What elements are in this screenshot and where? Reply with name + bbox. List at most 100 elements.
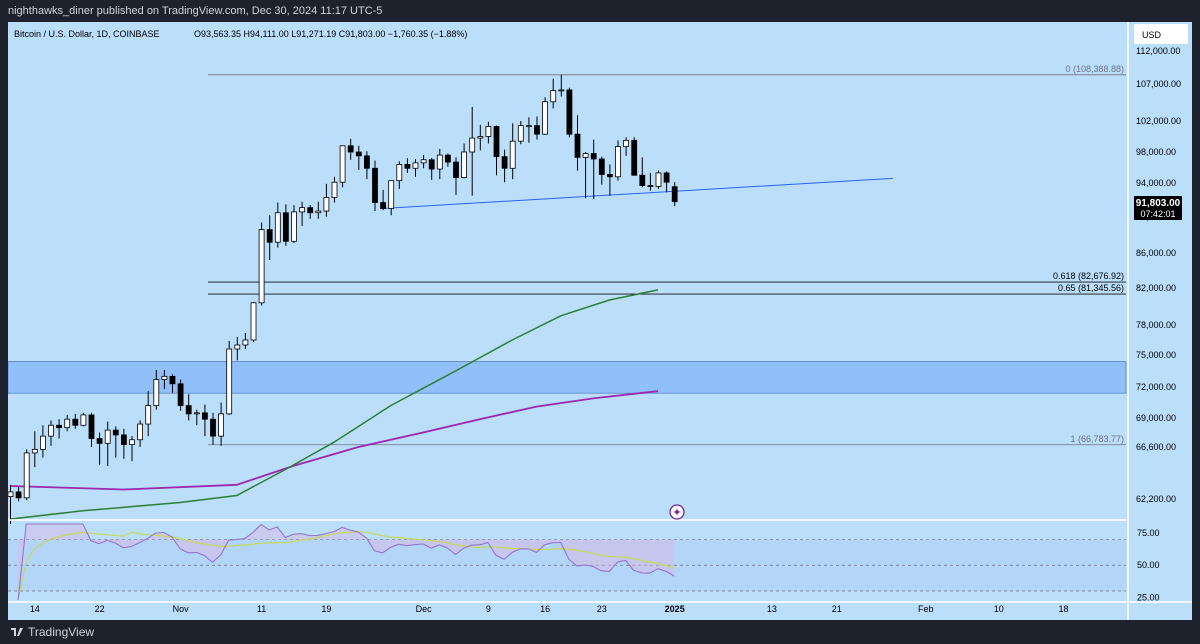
candle-body xyxy=(96,438,103,444)
price-tick-label: 86,000.00 xyxy=(1136,248,1176,258)
candle-body xyxy=(104,429,111,444)
candle-body xyxy=(655,172,662,187)
ohlc-readout: O93,563.35 H94,111.00 L91,271.19 C91,803… xyxy=(194,29,467,39)
candle-body xyxy=(266,229,273,243)
price-tick-label: 72,000.00 xyxy=(1136,382,1176,392)
candle-body xyxy=(80,414,87,426)
candle-body xyxy=(501,156,508,169)
time-tick-label: 2025 xyxy=(665,604,685,614)
candle-body xyxy=(153,379,160,406)
candle-body xyxy=(534,125,540,135)
price-tick-label: 78,000.00 xyxy=(1136,320,1176,330)
time-tick-label: 18 xyxy=(1058,604,1068,614)
candle-body xyxy=(250,302,257,341)
price-tick-label: 98,000.00 xyxy=(1136,147,1176,157)
candle-body xyxy=(582,153,589,158)
candle-body xyxy=(23,452,30,499)
candle-body xyxy=(258,229,265,304)
candle-body xyxy=(420,159,427,164)
time-tick-label: 13 xyxy=(767,604,777,614)
candle-body xyxy=(550,90,557,103)
time-tick-label: 10 xyxy=(994,604,1004,614)
support-zone xyxy=(7,360,1127,394)
candle-body xyxy=(477,136,484,139)
candle-body xyxy=(226,348,233,415)
candle-body xyxy=(40,435,46,450)
rsi-tick-label: 50.00 xyxy=(1137,560,1160,570)
alert-button[interactable]: ✦ xyxy=(669,504,685,520)
candle-body xyxy=(56,424,62,429)
candle-body xyxy=(242,339,249,346)
candle-body xyxy=(404,163,411,169)
rsi-line xyxy=(17,523,675,601)
candle-body xyxy=(282,212,289,242)
candle-body xyxy=(607,174,613,178)
candle-body xyxy=(145,405,152,425)
add-alert-glyph: ✦ xyxy=(672,507,681,519)
time-tick-label: 21 xyxy=(832,604,842,614)
footer-bar: TradingView xyxy=(0,620,1200,644)
candle-body xyxy=(363,155,370,169)
candle-body xyxy=(639,174,646,186)
candle-body xyxy=(598,158,605,175)
price-tick-label: 112,000.00 xyxy=(1136,46,1180,56)
footer-brand: TradingView xyxy=(28,625,95,639)
candle-body xyxy=(663,172,670,183)
candle-body xyxy=(436,154,443,170)
candle-body xyxy=(137,423,144,441)
candle-body xyxy=(623,139,629,147)
candle-body xyxy=(526,125,532,128)
candle-body xyxy=(566,89,573,135)
price-tick-label: 102,000.00 xyxy=(1136,116,1181,126)
price-tick-label: 66,600.00 xyxy=(1136,442,1176,452)
tradingview-logo-icon xyxy=(11,628,23,636)
time-tick-label: Nov xyxy=(173,604,190,614)
candle-body xyxy=(169,375,176,385)
candle-body xyxy=(590,153,597,160)
add-alert-icon[interactable] xyxy=(669,504,685,520)
candle-body xyxy=(372,167,378,203)
chart-background xyxy=(8,22,1192,620)
candle-body xyxy=(48,424,54,437)
publisher-text: nighthawks_diner published on TradingVie… xyxy=(8,5,383,17)
candle-body xyxy=(493,126,500,158)
currency-box[interactable] xyxy=(1134,24,1188,44)
price-tick-label: 62,200.00 xyxy=(1136,494,1176,504)
candle-body xyxy=(388,180,395,209)
time-tick-label: 19 xyxy=(321,604,331,614)
candle-body xyxy=(7,491,14,498)
candle-body xyxy=(574,133,581,158)
trendline[interactable] xyxy=(382,177,893,209)
time-tick-label: 22 xyxy=(95,604,105,614)
ma-fast-line xyxy=(9,289,659,520)
countdown-label: 07:42:01 xyxy=(1140,209,1175,219)
candle-body xyxy=(210,418,216,437)
candle-body xyxy=(72,418,79,426)
chart-frame[interactable]: 0 (108,388.88) 0.618 (82,676.92) 0.65 (81,… xyxy=(7,22,1192,620)
candle-body xyxy=(307,207,314,214)
candle-body xyxy=(161,375,168,380)
ma-slow-line xyxy=(9,390,659,491)
candlestick-chart[interactable]: 0 (108,388.88) 0.618 (82,676.92) 0.65 (81,… xyxy=(7,22,1192,620)
candle-body xyxy=(331,181,338,198)
candle-body xyxy=(396,163,403,182)
candle-body xyxy=(542,101,548,135)
candle-body xyxy=(291,211,297,242)
candle-body xyxy=(453,161,459,178)
candle-body xyxy=(112,429,119,436)
price-tick-label: 69,000.00 xyxy=(1136,413,1176,423)
candle-body xyxy=(201,412,208,420)
candle-body xyxy=(64,418,71,429)
fib-label: 0 (108,388.88) xyxy=(1065,64,1124,74)
candle-body xyxy=(315,210,322,214)
candle-body xyxy=(380,202,387,209)
last-price-label: 91,803.00 xyxy=(1136,198,1181,209)
candle-body xyxy=(129,439,135,445)
price-tick-label: 75,000.00 xyxy=(1136,350,1176,360)
fib-label: 0.65 (81,345.56) xyxy=(1058,283,1124,293)
time-tick-label: 14 xyxy=(30,604,40,614)
time-tick-label: 16 xyxy=(540,604,550,614)
candle-body xyxy=(274,212,281,243)
candle-body xyxy=(347,145,354,153)
price-tick-label: 107,000.00 xyxy=(1136,79,1181,89)
